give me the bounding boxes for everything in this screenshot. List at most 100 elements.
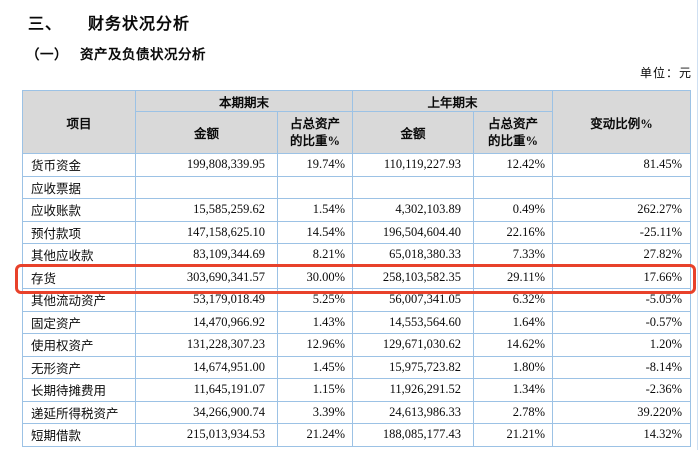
cell-current-pct: 19.74% (276, 153, 354, 177)
cell-current-amount: 11,645,191.07 (135, 378, 278, 402)
cell-current-amount: 14,674,951.00 (135, 355, 278, 379)
cell-prior-pct: 1.34% (473, 378, 554, 402)
cell-change: -0.57% (552, 310, 692, 334)
cell-change: -25.11% (552, 220, 692, 244)
cell-current-amount: 15,585,259.62 (135, 198, 278, 222)
cell-item: 货币资金 (22, 153, 136, 177)
unit-label: 单位：元 (639, 66, 692, 80)
cell-prior-pct: 1.80% (473, 355, 554, 379)
cell-prior-amount: 196,504,604.40 (352, 220, 475, 244)
cell-item: 应收票据 (22, 175, 136, 199)
cell-change: 1.20% (552, 333, 692, 357)
header-item: 项目 (22, 90, 136, 154)
cell-current-pct (276, 175, 354, 199)
cell-prior-amount: 11,926,291.52 (352, 378, 475, 402)
table-row: 固定资产 14,470,966.92 1.43% 14,553,564.60 1… (22, 310, 692, 334)
cell-item: 递延所得税资产 (22, 400, 136, 424)
cell-current-pct: 8.21% (276, 243, 354, 267)
cell-change: -5.05% (552, 288, 692, 312)
cell-prior-pct: 29.11% (473, 265, 554, 289)
table-row: 使用权资产 131,228,307.23 12.96% 129,671,030.… (22, 333, 692, 357)
cell-prior-amount: 129,671,030.62 (352, 333, 475, 357)
subsection-title: 资产及负债状况分析 (80, 47, 206, 62)
header-change-ratio: 变动比例% (552, 90, 692, 154)
cell-prior-amount: 258,103,582.35 (352, 265, 475, 289)
cell-current-pct: 21.24% (276, 423, 354, 447)
cell-prior-pct (473, 175, 554, 199)
table-row: 短期借款 215,013,934.53 21.24% 188,085,177.4… (22, 423, 692, 447)
cell-change: 17.66% (552, 265, 692, 289)
header-current-amount: 金额 (135, 111, 278, 154)
cell-change: 14.32% (552, 423, 692, 447)
section-title: 财务状况分析 (88, 16, 191, 33)
cell-current-amount: 14,470,966.92 (135, 310, 278, 334)
cell-item: 无形资产 (22, 355, 136, 379)
header-prior-period: 上年期末 (352, 90, 554, 112)
cell-change (552, 175, 692, 199)
cell-item: 存货 (22, 265, 136, 289)
section-heading: 三、 财务状况分析 (28, 10, 190, 34)
cell-prior-pct: 2.78% (473, 400, 554, 424)
cell-prior-amount: 4,302,103.89 (352, 198, 475, 222)
cell-change: 27.82% (552, 243, 692, 267)
cell-current-amount: 131,228,307.23 (135, 333, 278, 357)
cell-current-amount: 53,179,018.49 (135, 288, 278, 312)
cell-current-pct: 14.54% (276, 220, 354, 244)
cell-current-amount: 34,266,900.74 (135, 400, 278, 424)
table-row: 无形资产 14,674,951.00 1.45% 15,975,723.82 1… (22, 355, 692, 379)
cell-change: 262.27% (552, 198, 692, 222)
cell-current-pct: 1.45% (276, 355, 354, 379)
cell-current-pct: 5.25% (276, 288, 354, 312)
table-row: 递延所得税资产 34,266,900.74 3.39% 24,613,986.3… (22, 400, 692, 424)
cell-prior-amount (352, 175, 475, 199)
cell-item: 其他应收款 (22, 243, 136, 267)
table-row: 应收票据 (22, 175, 692, 199)
cell-current-pct: 1.43% (276, 310, 354, 334)
cell-current-amount: 303,690,341.57 (135, 265, 278, 289)
cell-current-amount: 83,109,344.69 (135, 243, 278, 267)
cell-prior-pct: 14.62% (473, 333, 554, 357)
cell-current-pct: 3.39% (276, 400, 354, 424)
cell-prior-pct: 0.49% (473, 198, 554, 222)
cell-prior-pct: 1.64% (473, 310, 554, 334)
table-row: 其他应收款 83,109,344.69 8.21% 65,018,380.33 … (22, 243, 692, 267)
cell-prior-pct: 6.32% (473, 288, 554, 312)
cell-item: 预付款项 (22, 220, 136, 244)
cell-current-amount: 147,158,625.10 (135, 220, 278, 244)
subsection-heading: （一） 资产及负债状况分析 (26, 43, 206, 63)
header-current-period: 本期期末 (134, 90, 354, 112)
header-row-top: 项目 本期期末 上年期末 变动比例% (22, 90, 692, 154)
cell-prior-pct: 22.16% (473, 220, 554, 244)
table-row: 应收账款 15,585,259.62 1.54% 4,302,103.89 0.… (22, 198, 692, 222)
cell-change: -2.36% (552, 378, 692, 402)
table-row: 长期待摊费用 11,645,191.07 1.15% 11,926,291.52… (22, 378, 692, 402)
cell-prior-pct: 7.33% (473, 243, 554, 267)
cell-item: 应收账款 (22, 198, 136, 222)
cell-change: 39.220% (552, 400, 692, 424)
cell-prior-amount: 14,553,564.60 (352, 310, 475, 334)
cell-current-pct: 1.54% (276, 198, 354, 222)
cell-prior-amount: 24,613,986.33 (352, 400, 475, 424)
cell-current-pct: 30.00% (276, 265, 354, 289)
table-row: 其他流动资产 53,179,018.49 5.25% 56,007,341.05… (22, 288, 692, 312)
cell-current-pct: 12.96% (276, 333, 354, 357)
table-row: 货币资金 199,808,339.95 19.74% 110,119,227.9… (22, 153, 692, 177)
cell-item: 使用权资产 (22, 333, 136, 357)
cell-prior-pct: 12.42% (473, 153, 554, 177)
cell-current-amount (135, 175, 278, 199)
table-row: 预付款项 147,158,625.10 14.54% 196,504,604.4… (22, 220, 692, 244)
cell-item: 长期待摊费用 (22, 378, 136, 402)
cell-current-amount: 199,808,339.95 (135, 153, 278, 177)
cell-prior-amount: 65,018,380.33 (352, 243, 475, 267)
cell-prior-amount: 110,119,227.93 (352, 153, 475, 177)
cell-change: -8.14% (552, 355, 692, 379)
header-prior-amount: 金额 (352, 111, 475, 154)
cell-prior-pct: 21.21% (473, 423, 554, 447)
cell-item: 其他流动资产 (22, 288, 136, 312)
cell-prior-amount: 188,085,177.43 (352, 423, 475, 447)
cell-change: 81.45% (552, 153, 692, 177)
cell-prior-amount: 15,975,723.82 (352, 355, 475, 379)
section-number: 三、 (28, 16, 63, 33)
subsection-number: （一） (26, 47, 68, 62)
cell-current-amount: 215,013,934.53 (135, 423, 278, 447)
